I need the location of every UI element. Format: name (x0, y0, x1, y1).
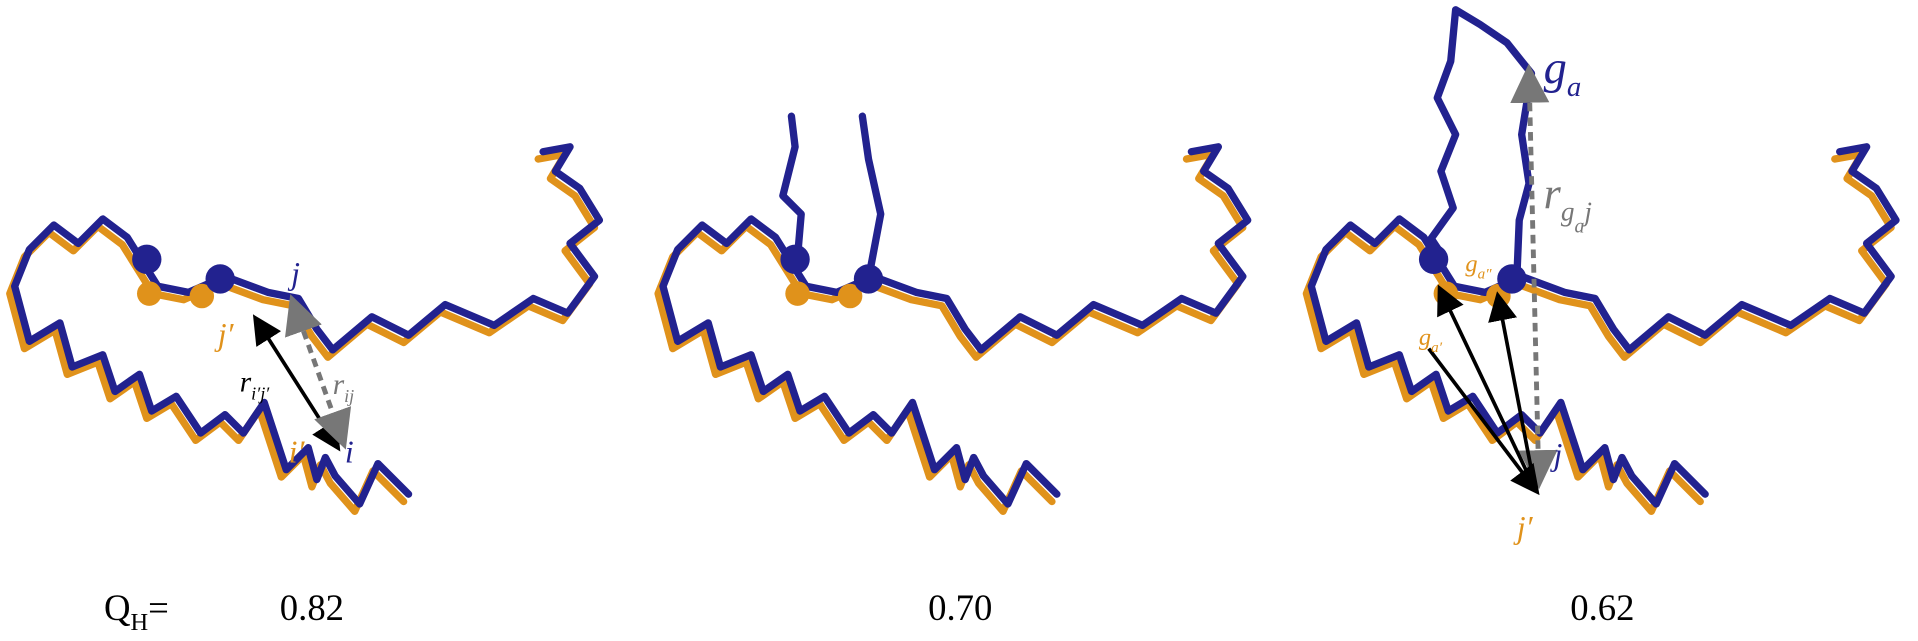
structure-label: ri′j′ (240, 366, 271, 403)
structure-label: j (1549, 437, 1562, 472)
order-parameter-label: QH= (104, 587, 169, 636)
figure: QH= 0.82jj′ri′j′riji′i0.700.62gargajga″g… (0, 0, 1918, 641)
label-part: = (148, 587, 169, 628)
structure-label: ga″ (1465, 251, 1492, 283)
label-part: a″ (1478, 265, 1493, 282)
label-part: i′ (289, 434, 306, 469)
label-part: j′ (1513, 510, 1534, 545)
label-part: i′j′ (251, 384, 270, 404)
structure-label: i (345, 434, 354, 469)
structure-label: j′ (1513, 510, 1534, 545)
label-part: a (1567, 71, 1581, 103)
structure-label: j′ (214, 317, 235, 352)
label-part: a (1574, 216, 1584, 238)
label-part: g (1465, 251, 1477, 278)
label-part: g (1419, 324, 1431, 351)
structure-label: j (287, 256, 300, 291)
label-part: r (1544, 169, 1562, 218)
label-part: j′ (214, 317, 235, 352)
label-part: Q (104, 587, 130, 628)
label-part: r (240, 366, 252, 398)
structure-label: ga′ (1419, 324, 1443, 356)
label-part: g (1561, 196, 1575, 226)
label-part: ij (344, 386, 354, 406)
label-part: a′ (1431, 339, 1443, 356)
structure-label: i′ (289, 434, 306, 469)
structure-2 (658, 116, 1248, 511)
structure-label: rij (333, 369, 355, 406)
label-part: j (287, 256, 300, 291)
structure-1 (10, 147, 600, 512)
structure-label: ga (1544, 43, 1582, 103)
panel-value: 0.62 (1570, 587, 1634, 628)
panel-value: 0.82 (280, 587, 344, 628)
label-part: r (333, 369, 345, 401)
structure-label: rgaj (1544, 169, 1592, 238)
label-part: i (345, 434, 354, 469)
panel-value: 0.70 (928, 587, 992, 628)
label-part: H (130, 609, 148, 636)
label-part: j (1549, 437, 1562, 472)
structure-3 (1306, 10, 1896, 512)
label-part: g (1544, 43, 1567, 94)
page: { "panels": [ { "value": "0.82", "labels… (0, 0, 1918, 641)
